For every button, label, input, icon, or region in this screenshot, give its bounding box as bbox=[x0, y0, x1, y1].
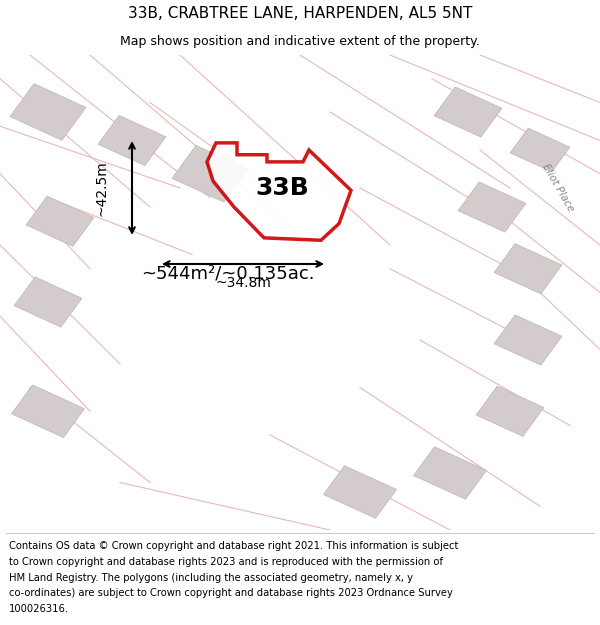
Polygon shape bbox=[434, 87, 502, 137]
Polygon shape bbox=[14, 277, 82, 327]
Polygon shape bbox=[458, 182, 526, 232]
Polygon shape bbox=[323, 466, 397, 518]
Text: to Crown copyright and database rights 2023 and is reproduced with the permissio: to Crown copyright and database rights 2… bbox=[9, 557, 443, 567]
Polygon shape bbox=[26, 196, 94, 246]
Text: ~544m²/~0.135ac.: ~544m²/~0.135ac. bbox=[141, 264, 315, 282]
Polygon shape bbox=[494, 244, 562, 294]
Text: HM Land Registry. The polygons (including the associated geometry, namely x, y: HM Land Registry. The polygons (includin… bbox=[9, 572, 413, 582]
Text: Map shows position and indicative extent of the property.: Map shows position and indicative extent… bbox=[120, 35, 480, 48]
Polygon shape bbox=[11, 385, 85, 438]
Text: ~34.8m: ~34.8m bbox=[215, 276, 271, 290]
Polygon shape bbox=[413, 447, 487, 499]
Polygon shape bbox=[10, 84, 86, 141]
Polygon shape bbox=[476, 386, 544, 436]
Text: 33B: 33B bbox=[255, 176, 309, 200]
Polygon shape bbox=[510, 128, 570, 172]
Polygon shape bbox=[172, 146, 248, 202]
Polygon shape bbox=[207, 143, 351, 240]
Text: Eliot Place: Eliot Place bbox=[540, 162, 576, 214]
Polygon shape bbox=[494, 315, 562, 365]
Text: 100026316.: 100026316. bbox=[9, 604, 69, 614]
Polygon shape bbox=[98, 116, 166, 166]
Text: 33B, CRABTREE LANE, HARPENDEN, AL5 5NT: 33B, CRABTREE LANE, HARPENDEN, AL5 5NT bbox=[128, 6, 472, 21]
Text: co-ordinates) are subject to Crown copyright and database rights 2023 Ordnance S: co-ordinates) are subject to Crown copyr… bbox=[9, 588, 453, 598]
Text: ~42.5m: ~42.5m bbox=[95, 160, 109, 216]
Text: Contains OS data © Crown copyright and database right 2021. This information is : Contains OS data © Crown copyright and d… bbox=[9, 541, 458, 551]
